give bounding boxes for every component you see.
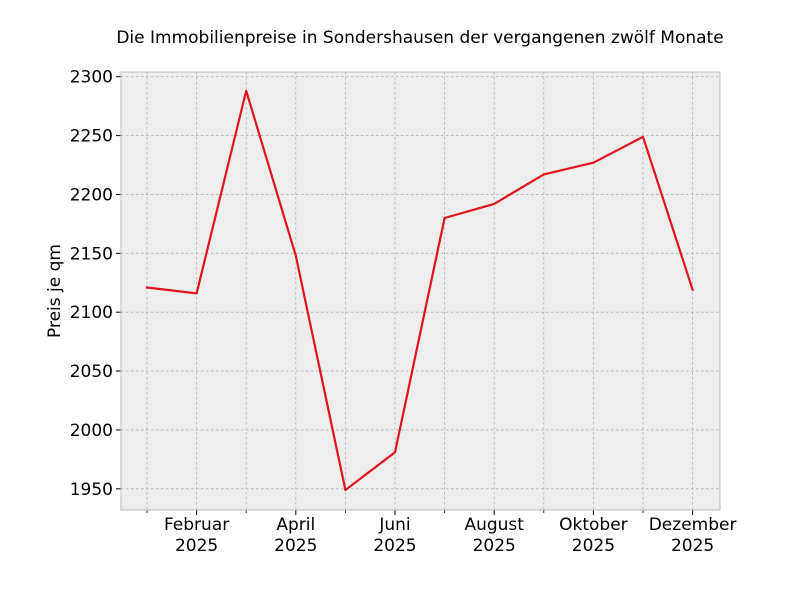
grid-lines — [121, 72, 720, 510]
series-layer — [145, 89, 694, 492]
y-tick-label: 1950 — [70, 480, 113, 500]
x-tick-label-month: August — [464, 515, 524, 535]
x-tick-label-year: 2025 — [175, 536, 218, 556]
x-tick-label-year: 2025 — [473, 536, 516, 556]
y-tick-label: 2200 — [70, 185, 113, 205]
x-tick-label-month: Oktober — [559, 515, 628, 535]
x-tick-label-month: Februar — [164, 515, 229, 535]
plot-frame — [120, 71, 721, 511]
price-series-line — [145, 89, 694, 492]
x-tick-label-year: 2025 — [373, 536, 416, 556]
y-tick-label: 2150 — [70, 244, 113, 264]
plot-area — [121, 72, 720, 510]
x-tick-label-month: April — [276, 515, 315, 535]
x-tick-label-month: Juni — [378, 515, 410, 535]
chart-title: Die Immobilienpreise in Sondershausen de… — [116, 28, 723, 48]
y-axis-label: Preis je qm — [45, 244, 65, 338]
y-tick-label: 2100 — [70, 303, 113, 323]
tick-labels: 19502000205021002150220022502300Februar2… — [70, 68, 737, 556]
y-tick-label: 2050 — [70, 362, 113, 382]
y-tick-label: 2250 — [70, 127, 113, 147]
x-tick-label-year: 2025 — [572, 536, 615, 556]
x-tick-label-year: 2025 — [671, 536, 714, 556]
x-tick-label-month: Dezember — [649, 515, 737, 535]
x-tick-label-year: 2025 — [274, 536, 317, 556]
y-tick-label: 2300 — [70, 68, 113, 88]
y-tick-label: 2000 — [70, 421, 113, 441]
axis-ticks — [116, 76, 694, 515]
